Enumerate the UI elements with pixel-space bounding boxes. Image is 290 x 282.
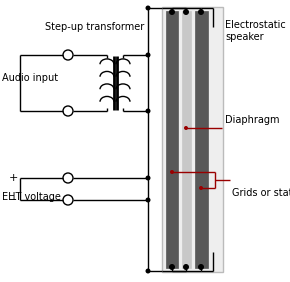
Circle shape bbox=[146, 6, 151, 10]
Circle shape bbox=[146, 175, 151, 180]
Circle shape bbox=[198, 9, 204, 15]
Bar bbox=[195, 11, 208, 268]
Circle shape bbox=[146, 52, 151, 58]
Circle shape bbox=[169, 264, 175, 270]
Text: Step-up transformer: Step-up transformer bbox=[45, 22, 144, 32]
Text: Audio input: Audio input bbox=[2, 73, 58, 83]
Bar bbox=[166, 11, 178, 268]
Circle shape bbox=[199, 186, 203, 190]
Bar bbox=[162, 7, 223, 272]
Text: +: + bbox=[8, 173, 18, 183]
Text: −: − bbox=[8, 195, 18, 205]
Text: Grids or stators: Grids or stators bbox=[232, 188, 290, 198]
Bar bbox=[182, 11, 191, 268]
Circle shape bbox=[198, 264, 204, 270]
Circle shape bbox=[146, 109, 151, 113]
Circle shape bbox=[184, 126, 188, 130]
Circle shape bbox=[169, 9, 175, 15]
Circle shape bbox=[183, 9, 189, 15]
Text: Electrostatic
speaker: Electrostatic speaker bbox=[225, 20, 286, 42]
Circle shape bbox=[146, 197, 151, 202]
Text: Diaphragm: Diaphragm bbox=[225, 115, 280, 125]
Circle shape bbox=[146, 268, 151, 274]
Circle shape bbox=[183, 264, 189, 270]
Circle shape bbox=[170, 170, 174, 174]
Text: EHT voltage: EHT voltage bbox=[2, 192, 61, 202]
